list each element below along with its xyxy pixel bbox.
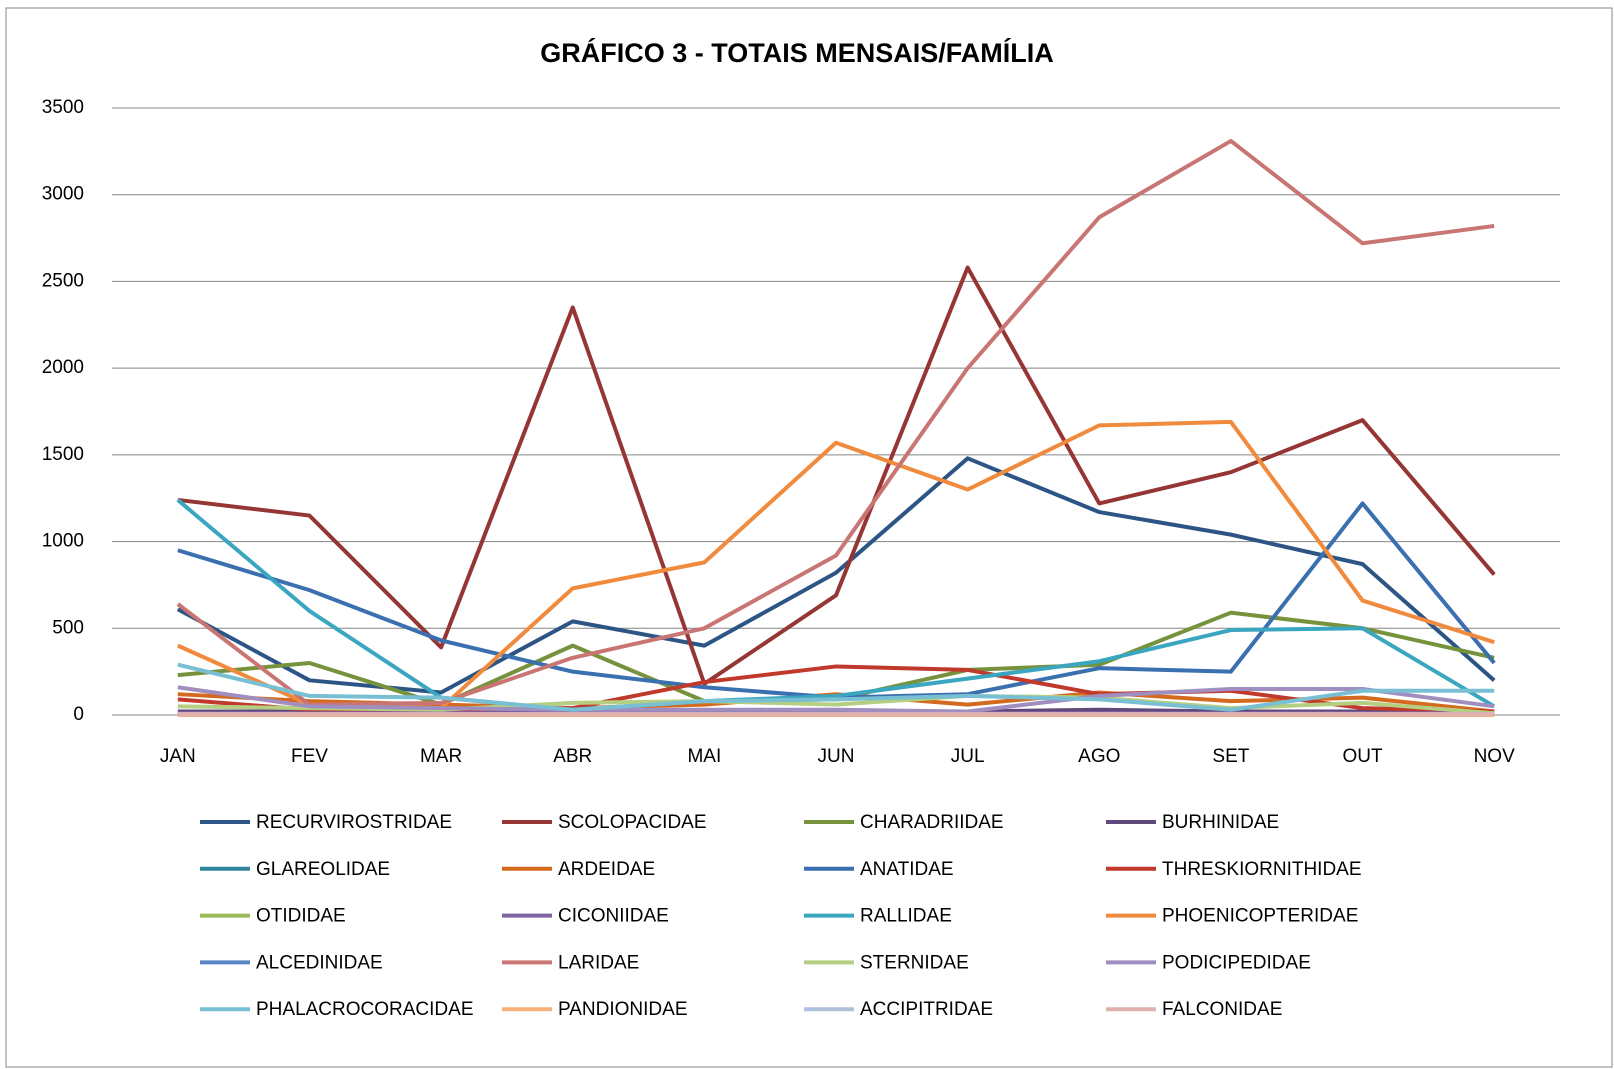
x-tick-label: AGO (1078, 746, 1120, 767)
x-tick-label: NOV (1474, 746, 1516, 767)
legend-label: PANDIONIDAE (558, 999, 688, 1020)
legend-label: PHOENICOPTERIDAE (1162, 906, 1358, 927)
legend-label: RECURVIROSTRIDAE (256, 812, 452, 833)
x-tick-label: JAN (160, 746, 196, 767)
legend-label: BURHINIDAE (1162, 812, 1279, 833)
chart-title: GRÁFICO 3 - TOTAIS MENSAIS/FAMÍLIA (540, 37, 1054, 68)
series-line (177, 265, 1496, 686)
legend-label: PHALACROCORACIDAE (256, 999, 474, 1020)
legend-label: ARDEIDAE (558, 859, 655, 880)
series-line (177, 685, 1495, 714)
legend-label: THRESKIORNITHIDAE (1162, 859, 1362, 880)
y-tick-label: 1500 (42, 444, 84, 465)
legend-label: RALLIDAE (860, 906, 952, 927)
y-tick-label: 2500 (42, 270, 84, 291)
legend-label: ALCEDINIDAE (256, 952, 383, 973)
y-tick-label: 3500 (42, 97, 84, 118)
x-tick-label: ABR (553, 746, 592, 767)
legend-label: CICONIIDAE (558, 906, 669, 927)
legend-label: SCOLOPACIDAE (558, 812, 707, 833)
x-tick-label: FEV (291, 746, 328, 767)
series-line (176, 138, 1495, 707)
x-tick-label: SET (1212, 746, 1249, 767)
y-tick-label: 500 (52, 617, 84, 638)
x-tick-label: OUT (1342, 746, 1383, 767)
y-tick-label: 0 (73, 704, 84, 725)
legend-label: OTIDIDAE (256, 906, 346, 927)
legend-label: FALCONIDAE (1162, 999, 1282, 1020)
y-tick-label: 2000 (42, 357, 84, 378)
x-tick-label: JUL (951, 746, 985, 767)
y-tick-label: 3000 (42, 184, 84, 205)
legend-label: ANATIDAE (860, 859, 954, 880)
legend-label: GLAREOLIDAE (256, 859, 390, 880)
series-line (177, 662, 1495, 712)
x-tick-label: MAI (687, 746, 721, 767)
chart-frame (5, 7, 1613, 1068)
x-tick-label: MAR (420, 746, 462, 767)
series-line (176, 498, 1496, 712)
legend-label: LARIDAE (558, 952, 639, 973)
legend-label: PODICIPEDIDAE (1162, 952, 1311, 973)
series-line (176, 456, 1496, 695)
legend-label: STERNIDAE (860, 952, 969, 973)
legend-label: ACCIPITRIDAE (860, 999, 993, 1020)
y-tick-label: 1000 (42, 531, 84, 552)
x-tick-label: JUN (818, 746, 855, 767)
legend-label: CHARADRIIDAE (860, 812, 1004, 833)
